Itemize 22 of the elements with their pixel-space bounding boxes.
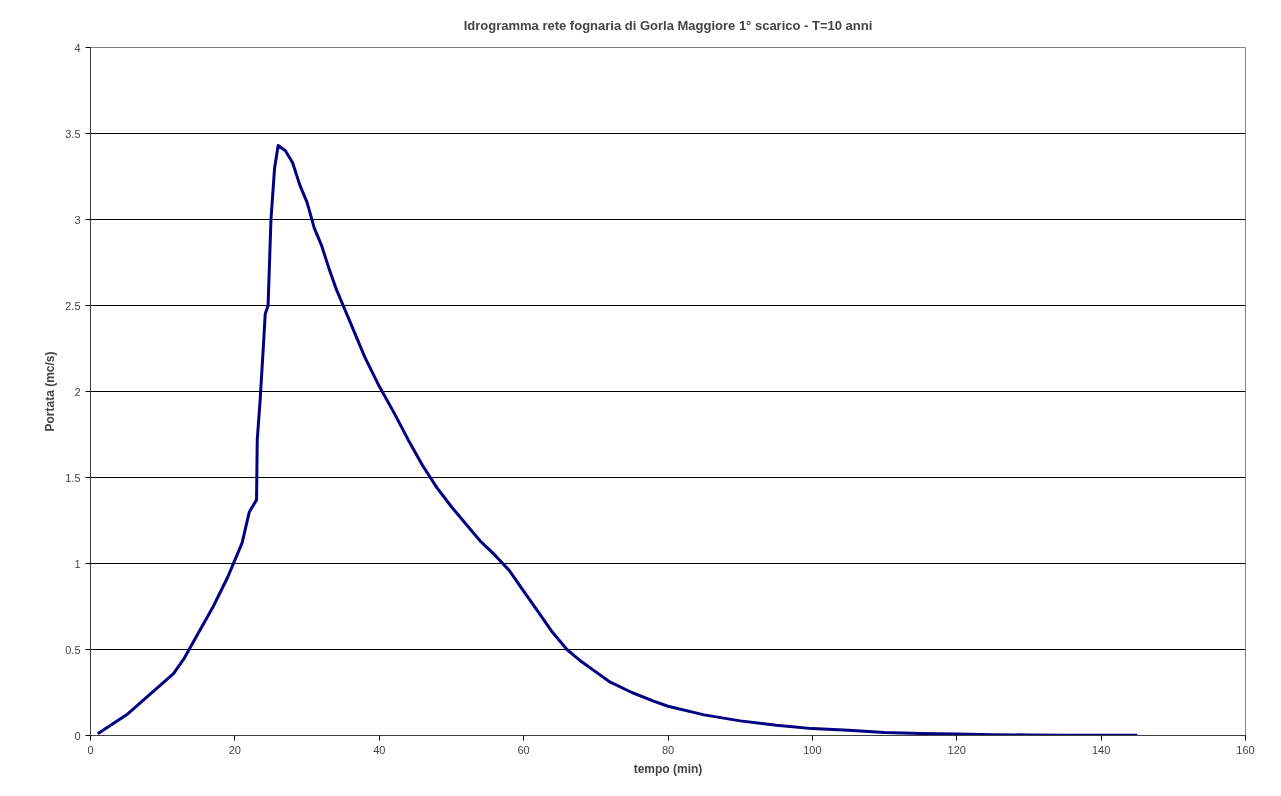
x-axis-title: tempo (min) — [633, 761, 703, 776]
y-tick-label: 3 — [74, 213, 81, 226]
y-tick-label: 2.5 — [65, 299, 81, 312]
x-tick-label: 80 — [661, 743, 675, 756]
y-tick-label: 2 — [74, 385, 81, 398]
y-tick-label: 1 — [74, 557, 81, 570]
y-tick-label: 0 — [74, 729, 81, 742]
x-tick-label: 100 — [803, 743, 822, 756]
x-tick-label: 60 — [517, 743, 530, 756]
x-tick-label: 140 — [1091, 743, 1111, 756]
y-tick-label: 3.5 — [65, 127, 81, 140]
y-tick-label: 0.5 — [65, 643, 81, 656]
x-tick-label: 20 — [228, 743, 242, 756]
x-tick-label: 40 — [373, 743, 386, 756]
y-tick-label: 1.5 — [65, 471, 81, 484]
x-tick-label: 120 — [947, 743, 966, 756]
line-series — [96, 144, 1139, 736]
y-tick-label: 4 — [74, 41, 81, 54]
chart-title: Idrogramma rete fognaria di Gorla Maggiore 1° scarico - T=10 anni — [463, 17, 873, 33]
y-axis-title: Portata (mc/s) — [43, 351, 58, 432]
x-tick-label: 0 — [87, 743, 94, 756]
x-tick-label: 160 — [1236, 743, 1255, 756]
